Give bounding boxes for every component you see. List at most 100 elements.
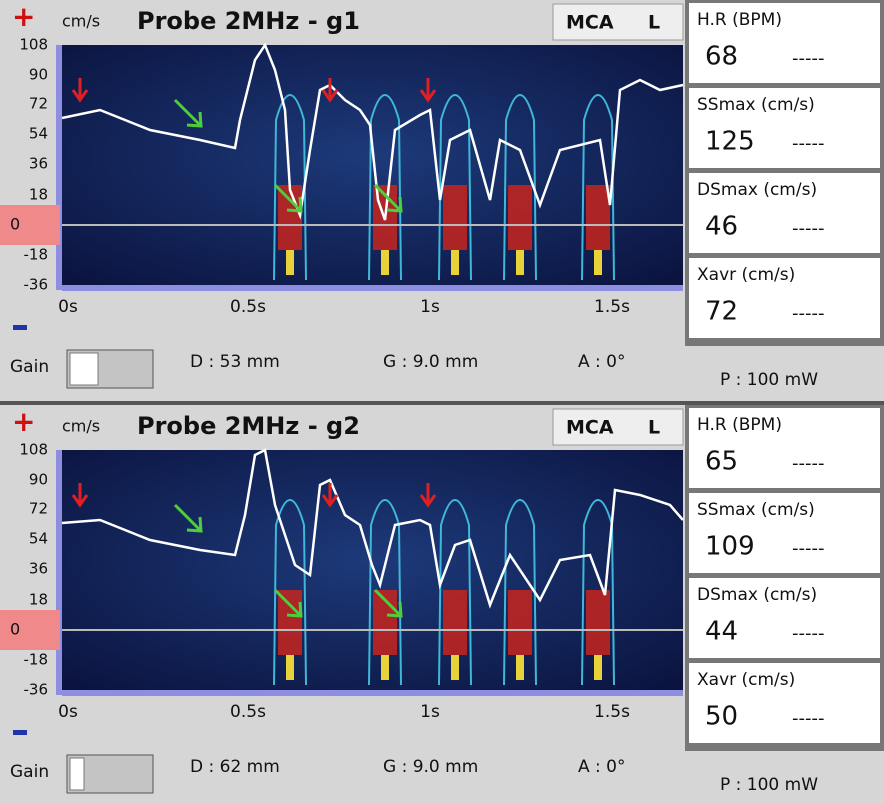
metric-value: 50	[705, 702, 738, 732]
x-axis-bar	[62, 690, 683, 696]
x-axis-label: 0s	[58, 297, 78, 317]
flow-red	[586, 185, 610, 250]
depth-label: D : 62 mm	[190, 757, 280, 777]
y-axis-label: 108	[19, 441, 48, 459]
angle-label: A : 0°	[578, 352, 625, 372]
flow-red	[508, 185, 532, 250]
y-axis-label: 36	[29, 560, 48, 578]
flow-yellow	[381, 250, 389, 275]
red-arrow	[321, 483, 339, 508]
y-axis-label: -18	[24, 246, 49, 264]
metric-value: 44	[705, 617, 738, 647]
doppler-panel: + cm/s Probe 2MHz - g1 MCA L 108 90 72 54 36 18 -18…	[0, 0, 884, 390]
zero-box	[0, 610, 60, 650]
metric-box	[689, 173, 880, 253]
metric-label: DSmax (cm/s)	[697, 585, 817, 605]
metric-value: 109	[705, 532, 755, 562]
zero-label: 0	[10, 215, 20, 234]
y-axis-label: 108	[19, 36, 48, 54]
vessel-label: MCA	[566, 12, 614, 34]
metric-label: SSmax (cm/s)	[697, 500, 815, 520]
y-axis-bar	[56, 45, 62, 290]
flow-yellow	[286, 250, 294, 275]
minus-button[interactable]	[13, 325, 27, 330]
unit-label: cm/s	[62, 12, 100, 31]
cyan-envelope	[503, 94, 537, 281]
x-axis-label: 0s	[58, 702, 78, 722]
green-arrow	[273, 183, 303, 213]
metric-label: H.R (BPM)	[697, 10, 782, 30]
cyan-envelope	[503, 499, 537, 686]
angle-label: A : 0°	[578, 757, 625, 777]
metric-box	[689, 578, 880, 658]
zero-box	[0, 205, 60, 245]
flow-red	[278, 590, 302, 655]
velocity-envelope	[61, 448, 684, 609]
metric-label: Xavr (cm/s)	[697, 265, 795, 285]
metric-secondary: -----	[792, 708, 824, 729]
y-axis-label: 72	[29, 95, 48, 113]
vessel-box	[552, 408, 684, 446]
y-axis-label: -36	[24, 681, 49, 699]
y-axis-label: 54	[29, 125, 48, 143]
green-arrow	[373, 588, 403, 618]
x-axis-bar	[62, 285, 683, 291]
metric-label: SSmax (cm/s)	[697, 95, 815, 115]
flow-red	[443, 185, 467, 250]
y-axis-bar	[56, 450, 62, 695]
y-axis-label: 54	[29, 530, 48, 548]
vessel-label: MCA	[566, 417, 614, 439]
y-axis-label: 72	[29, 500, 48, 518]
flow-yellow	[516, 655, 524, 680]
gate-label: G : 9.0 mm	[383, 757, 478, 777]
cyan-envelope	[273, 94, 307, 281]
y-axis-label: 18	[29, 186, 48, 204]
spectrum	[62, 450, 683, 695]
y-axis-label: 18	[29, 591, 48, 609]
side-label: L	[648, 12, 660, 34]
flow-red	[278, 185, 302, 250]
cyan-envelope	[368, 94, 402, 281]
metric-value: 68	[705, 42, 738, 72]
metric-box	[689, 408, 880, 488]
green-arrow	[273, 588, 303, 618]
metric-label: DSmax (cm/s)	[697, 180, 817, 200]
metric-box	[689, 493, 880, 573]
gain-label: Gain	[10, 762, 49, 782]
plus-button[interactable]: +	[12, 0, 35, 33]
flow-yellow	[451, 655, 459, 680]
y-axis-label: -36	[24, 276, 49, 294]
gain-knob[interactable]	[69, 352, 99, 386]
gain-label: Gain	[10, 357, 49, 377]
metric-secondary: -----	[792, 303, 824, 324]
panel-divider	[0, 401, 884, 405]
flow-yellow	[594, 655, 602, 680]
y-axis-label: -18	[24, 651, 49, 669]
metric-secondary: -----	[792, 453, 824, 474]
red-arrow	[71, 483, 89, 508]
x-axis-label: 1s	[420, 297, 440, 317]
flow-yellow	[286, 655, 294, 680]
plus-button[interactable]: +	[12, 405, 35, 438]
cyan-envelope	[438, 94, 472, 281]
metric-value: 72	[705, 297, 738, 327]
metric-box	[689, 258, 880, 338]
red-arrow	[71, 78, 89, 103]
probe-title: Probe 2MHz - g1	[137, 7, 360, 35]
metric-value: 65	[705, 447, 738, 477]
metric-secondary: -----	[792, 48, 824, 69]
power-label: P : 100 mW	[720, 370, 818, 390]
y-axis-label: 90	[29, 66, 48, 84]
metric-label: Xavr (cm/s)	[697, 670, 795, 690]
green-arrow	[173, 98, 203, 128]
y-axis-label: 90	[29, 471, 48, 489]
gain-knob[interactable]	[69, 757, 85, 791]
cyan-envelope	[438, 499, 472, 686]
metric-value: 46	[705, 212, 738, 242]
flow-red	[443, 590, 467, 655]
flow-red	[586, 590, 610, 655]
metric-box	[689, 3, 880, 83]
minus-button[interactable]	[13, 730, 27, 735]
metric-secondary: -----	[792, 218, 824, 239]
red-arrow	[419, 78, 437, 103]
